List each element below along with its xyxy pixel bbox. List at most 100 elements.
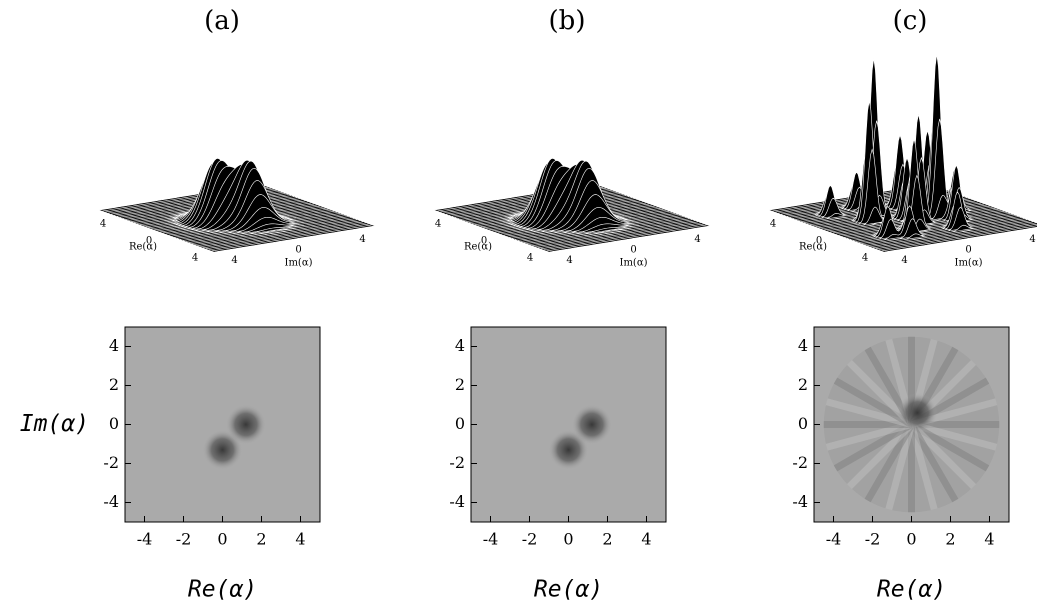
x-tick-label: 4	[770, 219, 776, 230]
y-tick-label: -4	[103, 492, 119, 511]
y-tick-label: 2	[455, 375, 465, 394]
pattern-streak	[825, 398, 913, 428]
x-axis-label: Re(α)	[188, 577, 257, 603]
x-tick-label: 4	[984, 530, 994, 549]
surface-strip	[535, 220, 696, 248]
y-axis-label: Im(α)	[620, 258, 648, 269]
surface-strip	[443, 186, 604, 214]
pattern-streak	[885, 423, 915, 511]
x-axis-label: Re(α)	[877, 577, 946, 603]
blob	[225, 404, 266, 445]
surface-strip	[191, 217, 352, 244]
y-tick-label: 0	[455, 414, 465, 433]
surface-strip	[543, 223, 704, 251]
pattern-streak	[833, 421, 914, 472]
x-tick-label: 0	[906, 530, 916, 549]
blob	[202, 429, 243, 470]
x-axis-label: Re(α)	[464, 242, 492, 253]
x-axis-label: Re(α)	[799, 242, 827, 253]
pattern-streak	[909, 421, 990, 472]
surface-strip	[445, 187, 607, 215]
y-tick-label: 0	[295, 245, 301, 256]
surface-strip	[110, 187, 272, 215]
y-tick-label: 4	[359, 234, 365, 245]
surface-strip	[549, 225, 710, 253]
y-tick-label: 4	[1029, 234, 1035, 245]
x-tick-label: 4	[435, 219, 441, 230]
y-tick-label: -4	[449, 492, 465, 511]
surface-strip	[546, 224, 707, 252]
pattern-streak	[864, 422, 915, 503]
x-tick-label: 0	[146, 236, 152, 247]
y-tick-label: 0	[965, 245, 971, 256]
pattern-streak	[825, 421, 913, 451]
surface-strip	[884, 226, 1037, 253]
heatmap-background	[125, 327, 320, 522]
heatmap	[125, 327, 320, 522]
blob	[571, 404, 612, 445]
x-tick-label: -4	[826, 530, 842, 549]
surface-strip	[113, 188, 274, 216]
heatmap	[814, 327, 1009, 522]
y-tick-label: 0	[630, 245, 636, 256]
surface-strip	[529, 218, 690, 245]
panel-title: (c)	[893, 6, 928, 36]
x-tick-label: -2	[522, 530, 538, 549]
surface-strip	[526, 217, 687, 244]
surface-strip	[214, 225, 375, 253]
surface-strip	[105, 185, 266, 213]
surface-strip	[537, 221, 699, 249]
panel-title: (b)	[549, 6, 586, 36]
surface-strip	[202, 221, 364, 249]
surface-strip	[440, 185, 601, 213]
x-tick-label: 4	[527, 252, 533, 263]
y-tick-label: 4	[455, 336, 465, 355]
x-tick-label: 0	[563, 530, 573, 549]
y-axis-label: Im(α)	[20, 411, 89, 437]
x-tick-label: 2	[602, 530, 612, 549]
surface-strip	[197, 219, 358, 246]
y-tick-label: -2	[449, 453, 465, 472]
y-tick-label: 4	[231, 255, 237, 266]
blob	[548, 429, 589, 470]
x-tick-label: 4	[641, 530, 651, 549]
y-tick-label: 4	[566, 255, 572, 266]
x-axis-label: Re(α)	[129, 242, 157, 253]
surface-strip	[208, 223, 369, 251]
y-tick-label: 4	[694, 234, 700, 245]
surface-strip	[108, 186, 269, 214]
y-tick-label: 0	[798, 414, 808, 433]
surface-strip	[211, 224, 372, 252]
y-tick-label: 4	[901, 255, 907, 266]
pattern-streak	[908, 423, 938, 511]
y-tick-label: 2	[798, 375, 808, 394]
surface-strip	[875, 222, 1036, 250]
pattern-streak	[908, 422, 959, 503]
x-tick-label: -4	[137, 530, 153, 549]
heatmap	[471, 327, 666, 522]
blob	[897, 392, 938, 433]
y-tick-label: 4	[798, 336, 808, 355]
x-axis-label: Re(α)	[534, 577, 603, 603]
surface-strip	[803, 133, 965, 223]
surface-strip	[870, 220, 1031, 248]
surface-strip	[448, 188, 609, 216]
x-tick-label: -4	[483, 530, 499, 549]
y-axis-label: Im(α)	[955, 258, 983, 269]
surface-strip	[881, 225, 1037, 252]
y-tick-label: -2	[103, 453, 119, 472]
x-tick-label: 4	[295, 530, 305, 549]
x-tick-label: 4	[862, 252, 868, 263]
y-tick-label: -2	[792, 453, 808, 472]
x-tick-label: 0	[217, 530, 227, 549]
x-tick-label: -2	[176, 530, 192, 549]
surface-strip	[872, 221, 1034, 249]
y-tick-label: 2	[109, 375, 119, 394]
pattern-streak	[846, 422, 914, 490]
surface-strip	[878, 223, 1037, 251]
surface-strip	[532, 219, 693, 246]
surface-strip	[200, 220, 361, 248]
x-tick-label: 0	[481, 236, 487, 247]
y-tick-label: 0	[109, 414, 119, 433]
